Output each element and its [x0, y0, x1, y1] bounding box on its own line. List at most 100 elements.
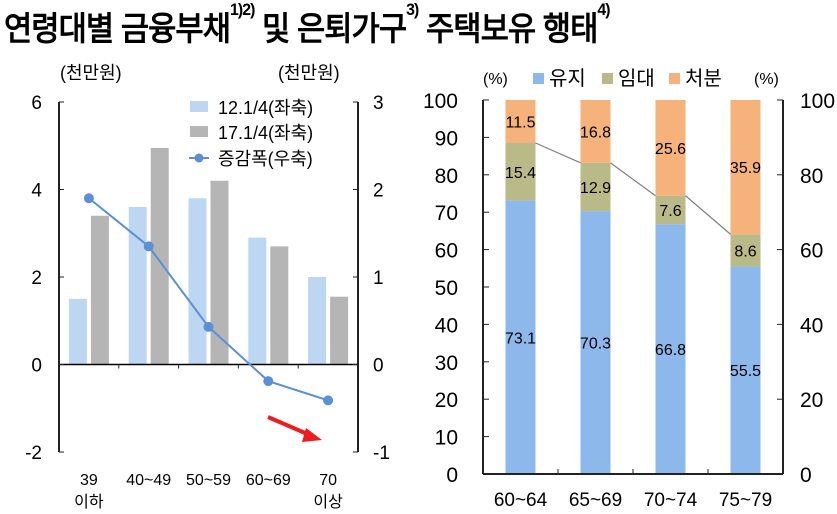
right-y-tick-label: 0 — [373, 356, 384, 377]
bar-dispose — [655, 100, 686, 196]
connector-line — [535, 142, 581, 164]
bar-rent — [580, 162, 611, 212]
right-y-tick-label: 60 — [800, 240, 823, 263]
legend-swatch — [669, 73, 680, 84]
right-y-tick-label: 1 — [373, 268, 384, 289]
data-label: 12.9 — [580, 180, 611, 197]
data-label: 25.6 — [655, 141, 686, 158]
title-text: 연령대별 금융부채 — [4, 10, 231, 47]
data-label: 73.1 — [505, 330, 536, 347]
red-arrow-head — [302, 428, 322, 442]
x-tick-label: 50~59 — [186, 472, 231, 489]
x-tick-label: 70~74 — [644, 490, 698, 511]
left-y-tick-label: 50 — [435, 277, 458, 300]
line-point — [203, 321, 214, 332]
legend-label: 12.1/4(좌축) — [218, 98, 313, 118]
right-y-tick-label: 80 — [800, 165, 823, 188]
left-y-tick-label: 20 — [435, 389, 458, 412]
title-text: 및 은퇴가구 — [254, 10, 407, 47]
connector-line — [610, 162, 656, 197]
x-tick-label: 75~79 — [719, 490, 772, 511]
left-y-tick-label: 70 — [435, 202, 458, 225]
right-unit-label: (천만원) — [278, 63, 340, 83]
title-footnote: 4) — [597, 0, 610, 19]
left-y-tick-label: -2 — [25, 443, 42, 464]
right-y-tick-label: 20 — [800, 389, 823, 412]
left-y-tick-label: 60 — [435, 240, 458, 263]
bar-12q1 — [128, 207, 147, 365]
bar-dispose — [730, 100, 761, 235]
right-y-tick-label: 40 — [800, 314, 823, 337]
x-tick-label: 65~69 — [569, 490, 622, 511]
bar-maintain — [580, 211, 611, 474]
right-y-tick-label: 2 — [373, 181, 384, 202]
bar-maintain — [730, 266, 761, 474]
left-y-tick-label: 6 — [31, 93, 42, 114]
bar-17q1 — [270, 246, 289, 365]
left-y-tick-label: 30 — [435, 352, 458, 375]
data-label: 16.8 — [580, 124, 611, 141]
bar-maintain — [655, 224, 686, 474]
data-label: 8.6 — [734, 243, 756, 260]
data-label: 66.8 — [655, 342, 686, 359]
bar-12q1 — [308, 277, 327, 365]
bar-rent — [730, 234, 761, 267]
x-tick-label: 39 이하 — [74, 472, 104, 511]
left-unit-label: (천만원) — [60, 63, 122, 83]
bar-17q1 — [330, 296, 349, 365]
right-y-tick-label: 100 — [800, 90, 835, 113]
x-tick-label: 40~49 — [126, 472, 171, 489]
data-label: 11.5 — [506, 115, 536, 132]
data-label: 55.5 — [730, 363, 761, 380]
bar-17q1 — [210, 180, 229, 365]
line-change — [88, 197, 329, 402]
title-footnote: 3) — [406, 0, 419, 19]
data-label: 35.9 — [730, 160, 761, 177]
line-point — [263, 376, 274, 387]
left-y-tick-label: 90 — [435, 127, 458, 150]
title-text: 주택보유 행태 — [418, 10, 598, 47]
legend-label: 17.1/4(좌축) — [218, 123, 313, 143]
bar-rent — [655, 195, 686, 225]
bar-17q1 — [150, 147, 169, 365]
left-y-tick-label: 0 — [31, 356, 42, 377]
right-y-tick-label: 0 — [800, 464, 812, 487]
data-label: 15.4 — [505, 165, 536, 182]
bar-12q1 — [188, 198, 207, 365]
legend-label: 유지 — [549, 67, 586, 90]
line-point — [143, 241, 154, 252]
bar-dispose — [505, 100, 536, 144]
left-y-tick-label: 10 — [435, 427, 458, 450]
bar-maintain — [505, 200, 536, 474]
data-label: 7.6 — [659, 203, 681, 220]
right-y-tick-label: 3 — [373, 93, 384, 114]
left-y-tick-label: 2 — [31, 268, 42, 289]
chart-title: 연령대별 금융부채1)2) 및 은퇴가구3) 주택보유 행태4) — [4, 0, 611, 50]
x-tick-label: 70 이상 — [313, 472, 343, 511]
legend-marker — [194, 153, 204, 163]
left-unit-label: (%) — [483, 71, 508, 88]
legend-label: 증감폭(우축) — [218, 149, 313, 169]
title-footnote: 1)2) — [230, 0, 255, 19]
legend-swatch — [602, 73, 613, 84]
data-label: 70.3 — [580, 336, 611, 353]
legend-swatch — [533, 73, 544, 84]
left-y-tick-label: 4 — [31, 181, 42, 202]
bar-12q1 — [248, 237, 267, 365]
right-unit-label: (%) — [754, 71, 779, 88]
connector-line — [685, 195, 731, 235]
left-y-tick-label: 100 — [423, 90, 458, 113]
legend-label: 임대 — [618, 67, 655, 90]
x-tick-label: 60~64 — [494, 490, 548, 511]
left-y-tick-label: 40 — [435, 314, 458, 337]
line-point — [83, 193, 94, 204]
legend-swatch — [190, 126, 208, 137]
left-y-tick-label: 80 — [435, 165, 458, 188]
legend-label: 처분 — [685, 67, 722, 90]
bar-rent — [505, 143, 536, 201]
line-point — [323, 395, 334, 406]
bar-dispose — [580, 100, 611, 163]
x-tick-label: 60~69 — [246, 472, 291, 489]
bar-12q1 — [68, 298, 87, 365]
